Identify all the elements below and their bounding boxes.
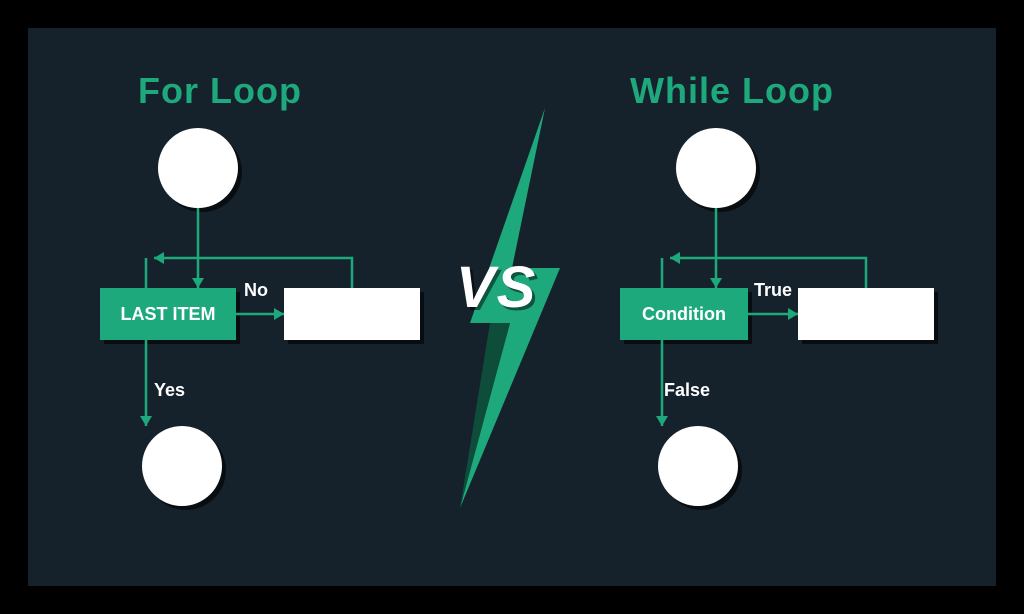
while-decision-label: Condition [642,304,726,325]
while-process-node [798,288,934,340]
while-edge-true-label: True [754,280,792,301]
vs-label: VS [456,254,537,321]
while-edge-false-label: False [664,380,710,401]
for-process-node [284,288,420,340]
diagram-canvas: VS For Loop LAST ITEM No Yes While Loop … [28,28,996,586]
for-loop-title: For Loop [138,70,302,112]
while-decision-node: Condition [620,288,748,340]
while-start-node [676,128,756,208]
for-start-node [158,128,238,208]
for-decision-node: LAST ITEM [100,288,236,340]
while-loop-title: While Loop [630,70,834,112]
while-end-node [658,426,738,506]
for-decision-label: LAST ITEM [121,304,216,325]
for-edge-yes-label: Yes [154,380,185,401]
for-edge-no-label: No [244,280,268,301]
for-end-node [142,426,222,506]
